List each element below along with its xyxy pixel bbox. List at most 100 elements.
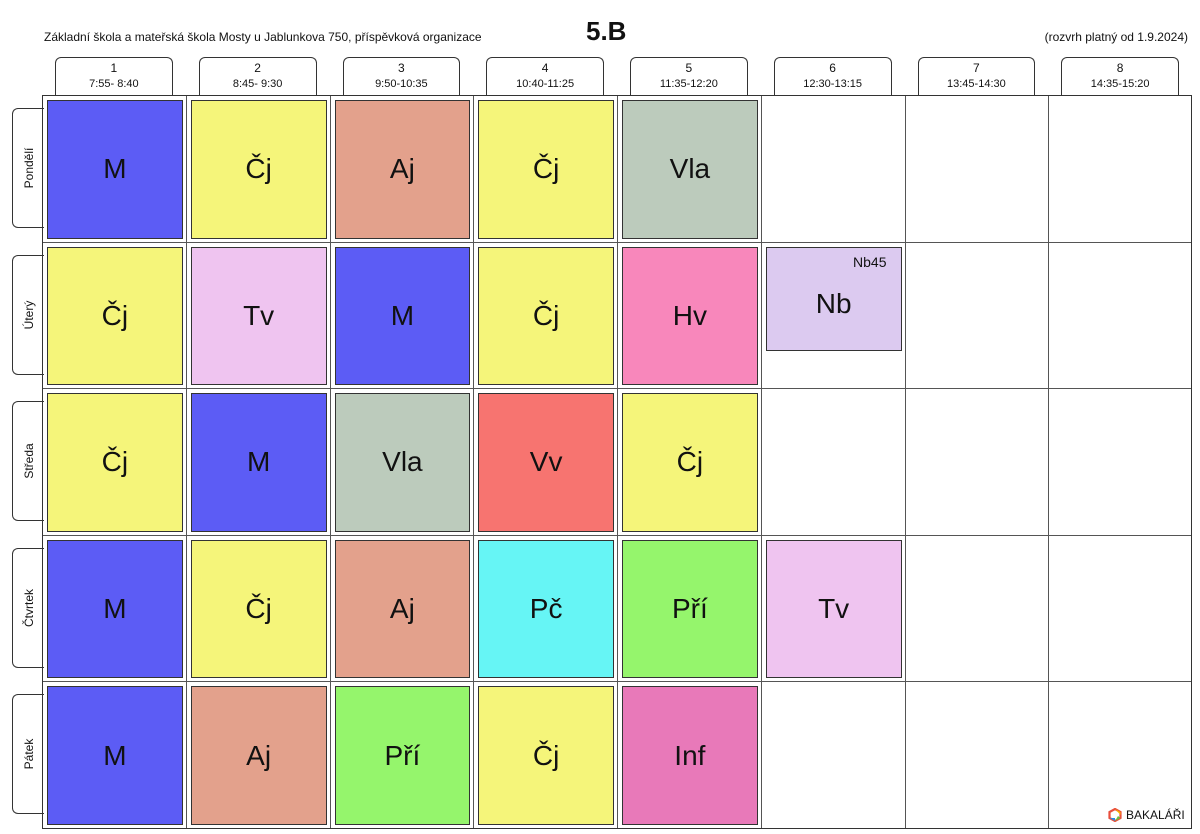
grid-row-divider [43,388,1191,390]
grid-column-divider [760,96,762,828]
period-header-3: 3 9:50-10:35 [342,57,461,95]
lesson-subject: Čj [245,153,272,185]
lesson-cell[interactable]: Aj [334,539,471,679]
day-name: Úterý [21,300,36,329]
lesson-subject: Vla [669,153,711,185]
lesson-cell[interactable]: Tv [765,539,902,679]
lesson-subject: Tv [243,299,275,331]
bakalari-logo-icon [1108,808,1122,822]
lesson-subject: M [390,299,415,331]
lesson-cell[interactable]: Nb Nb45 [765,246,902,352]
lesson-cell[interactable]: Čj [478,686,614,825]
bakalari-logo: BAKALÁŘI [1108,808,1185,822]
grid-row-divider [43,681,1191,683]
period-number: 5 [685,61,693,75]
lesson-cell[interactable]: Vla [334,393,471,532]
lesson-subject: Čj [676,446,704,478]
day-label-0: Pondělí [12,108,44,228]
period-time: 14:35-15:20 [1090,78,1150,90]
lesson-cell[interactable]: Vla [622,100,758,239]
lesson-cell[interactable]: Pč [478,539,614,679]
period-header-5: 5 11:35-12:20 [630,57,748,95]
lesson-cell[interactable]: Tv [190,246,327,386]
day-name: Pátek [21,739,36,770]
lesson-room: Nb45 [853,253,887,270]
lesson-subject: Čj [101,446,129,478]
period-number: 8 [1116,61,1124,75]
period-time: 11:35-12:20 [659,78,718,90]
lesson-cell[interactable]: Hv [622,246,758,386]
period-number: 6 [829,61,836,75]
class-title: 5.B [586,16,627,46]
lesson-cell[interactable]: Čj [478,246,614,386]
lesson-subject: Čj [532,153,560,185]
period-time: 12:30-13:15 [803,78,862,90]
lesson-cell[interactable]: M [47,539,183,679]
lesson-subject: Pří [671,593,708,625]
lesson-subject: Hv [672,299,707,331]
lesson-subject: Pč [529,593,563,625]
lesson-subject: Nb [815,288,852,320]
lesson-subject: Pří [384,739,421,771]
lesson-subject: Vla [382,446,423,478]
lesson-cell[interactable]: Aj [334,100,471,239]
lesson-subject: Aj [246,739,272,771]
day-name: Čtvrtek [21,588,36,627]
lesson-subject: Aj [389,593,415,625]
day-label-2: Středa [12,401,44,522]
lesson-subject: M [103,739,127,771]
period-time: 10:40-11:25 [516,78,575,90]
period-time: 13:45-14:30 [947,78,1006,90]
period-header-1: 1 7:55- 8:40 [55,57,173,95]
lesson-subject: Čj [532,299,560,331]
period-time: 8:45- 9:30 [232,78,283,90]
day-label-1: Úterý [12,254,44,375]
period-number: 2 [254,61,261,75]
day-name: Středa [21,443,36,479]
grid-column-divider [185,96,187,828]
lesson-cell[interactable]: Čj [190,539,327,679]
grid-row-divider [43,241,1191,243]
lesson-cell[interactable]: Čj [190,100,327,239]
lesson-cell[interactable]: M [334,246,471,386]
period-time: 9:50-10:35 [375,78,428,90]
lesson-subject: Čj [245,593,272,625]
logo-text: BAKALÁŘI [1126,808,1185,822]
period-header-6: 6 12:30-13:15 [773,57,892,95]
grid-column-divider [904,96,906,828]
lesson-subject: Čj [532,739,560,771]
grid-column-divider [329,96,331,828]
grid-row-divider [43,534,1191,536]
grid-column-divider [1048,96,1050,828]
period-header-4: 4 10:40-11:25 [486,57,604,95]
lesson-cell[interactable]: Vv [478,393,614,532]
lesson-subject: Aj [389,153,415,185]
day-name: Pondělí [21,147,36,189]
lesson-cell[interactable]: M [47,100,183,239]
lesson-cell[interactable]: Pří [334,686,471,825]
lesson-subject: Inf [674,739,706,771]
period-number: 3 [398,61,405,75]
day-label-4: Pátek [12,694,44,815]
lesson-subject: Vv [529,446,563,478]
grid-column-divider [473,96,475,828]
period-number: 7 [973,61,980,75]
period-time: 7:55- 8:40 [89,78,139,90]
lesson-subject: Čj [101,299,129,331]
lesson-subject: M [246,446,271,478]
lesson-cell[interactable]: Čj [478,100,614,239]
school-name: Základní škola a mateřská škola Mosty u … [44,30,482,44]
day-label-3: Čtvrtek [12,547,44,668]
lesson-cell[interactable]: Čj [47,393,183,532]
lesson-cell[interactable]: M [190,393,327,532]
lesson-cell[interactable]: Čj [47,246,183,386]
lesson-cell[interactable]: Pří [622,539,758,679]
grid-column-divider [617,96,618,828]
period-header-7: 7 13:45-14:30 [917,57,1036,95]
lesson-subject: M [103,153,127,185]
lesson-cell[interactable]: Čj [622,393,758,532]
lesson-cell[interactable]: M [47,686,183,825]
lesson-cell[interactable]: Inf [622,686,758,825]
lesson-cell[interactable]: Aj [190,686,327,825]
lesson-subject: M [103,593,127,625]
